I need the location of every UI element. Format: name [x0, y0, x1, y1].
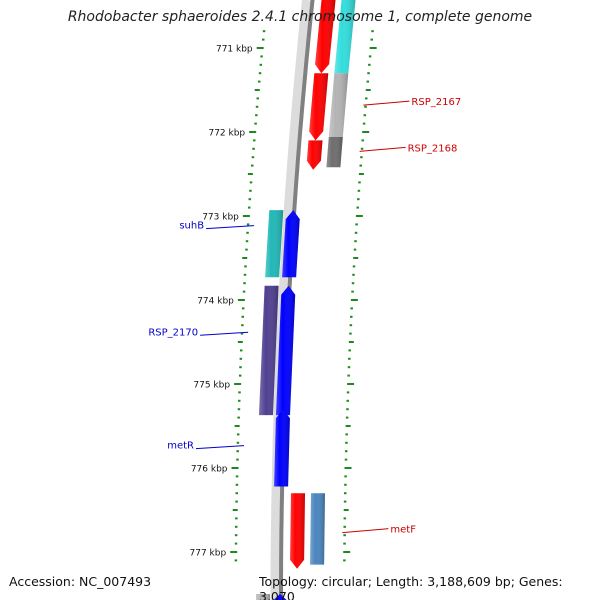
label-layer: RSP_2167 RSP_2168 suhB RSP_2170 metR metF: [148, 97, 461, 536]
gene-fwd-4-shading: [290, 493, 305, 569]
gene-rev-1-shading: [282, 210, 300, 278]
gene-label[interactable]: RSP_2167: [411, 97, 461, 108]
gene-label[interactable]: metR: [167, 441, 194, 452]
callout-line: [342, 528, 389, 534]
gene-label[interactable]: metF: [390, 525, 416, 536]
callout-line: [206, 225, 255, 230]
feat-fwd-3-shading: [326, 137, 343, 168]
topology-text: Topology: circular; Length: 3,188,609 bp…: [259, 574, 563, 600]
tick-label: 776 kbp: [191, 465, 228, 475]
feat-rev-1-shading: [265, 210, 284, 278]
feature-layer: [256, 0, 356, 600]
callout-line: [195, 445, 245, 450]
tick-label: 773 kbp: [202, 213, 239, 223]
map-title: Rhodobacter sphaeroides 2.4.1 chromosome…: [67, 9, 533, 25]
feat-fwd-2-shading: [328, 73, 349, 137]
feat-rev-4-shading: [256, 594, 270, 600]
callout-line: [359, 146, 406, 152]
gene-label[interactable]: RSP_2168: [408, 143, 458, 154]
tick-label: 771 kbp: [216, 45, 253, 55]
tick-label: 772 kbp: [208, 129, 245, 139]
gene-label[interactable]: suhB: [179, 221, 204, 232]
tick-label: 777 kbp: [190, 549, 227, 559]
callout-line: [200, 331, 249, 336]
callout-line: [363, 100, 410, 106]
gene-label[interactable]: RSP_2170: [148, 327, 198, 338]
gene-layer: [273, 0, 336, 600]
gene-fwd-3-shading: [306, 140, 323, 170]
feat-fwd-4-shading: [310, 493, 325, 565]
gene-rev-4-shading: [273, 594, 287, 600]
gene-rev-3-shading: [274, 409, 290, 487]
feat-fwd-1-shading: [334, 0, 356, 74]
tick-label: 775 kbp: [193, 381, 230, 391]
feat-rev-2-shading: [259, 285, 279, 416]
tick-layer: 771 kbp 772 kbp 773 kbp 774 kbp 775 kbp 776 k…: [190, 30, 377, 562]
gene-fwd-1-shading: [315, 0, 336, 74]
gene-rev-2-shading: [276, 285, 296, 416]
gene-fwd-2-shading: [309, 73, 329, 141]
tick-label: 774 kbp: [197, 297, 234, 307]
accession-text: Accession: NC_007493: [9, 574, 152, 589]
